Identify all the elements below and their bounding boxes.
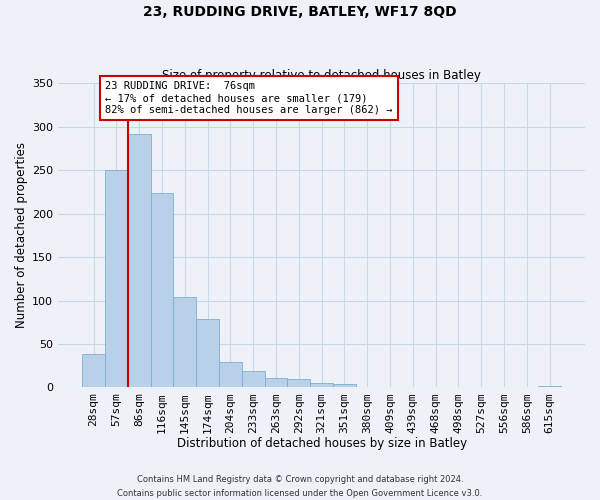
Bar (242, 371, 265, 388)
Bar (82, 354, 105, 388)
Bar (287, 379, 310, 388)
Title: Size of property relative to detached houses in Batley: Size of property relative to detached ho… (162, 69, 481, 82)
Bar (219, 362, 242, 388)
Bar (105, 170, 128, 388)
Bar (173, 297, 196, 388)
Bar (196, 319, 219, 388)
Bar (538, 386, 561, 388)
Bar (310, 383, 333, 388)
Bar (265, 378, 287, 388)
Bar (128, 134, 151, 388)
Y-axis label: Number of detached properties: Number of detached properties (15, 142, 28, 328)
Text: 23, RUDDING DRIVE, BATLEY, WF17 8QD: 23, RUDDING DRIVE, BATLEY, WF17 8QD (143, 5, 457, 19)
Text: Contains HM Land Registry data © Crown copyright and database right 2024.
Contai: Contains HM Land Registry data © Crown c… (118, 476, 482, 498)
Bar (333, 384, 356, 388)
Bar (151, 192, 173, 388)
X-axis label: Distribution of detached houses by size in Batley: Distribution of detached houses by size … (176, 437, 467, 450)
Text: 23 RUDDING DRIVE:  76sqm
← 17% of detached houses are smaller (179)
82% of semi-: 23 RUDDING DRIVE: 76sqm ← 17% of detache… (105, 82, 392, 114)
